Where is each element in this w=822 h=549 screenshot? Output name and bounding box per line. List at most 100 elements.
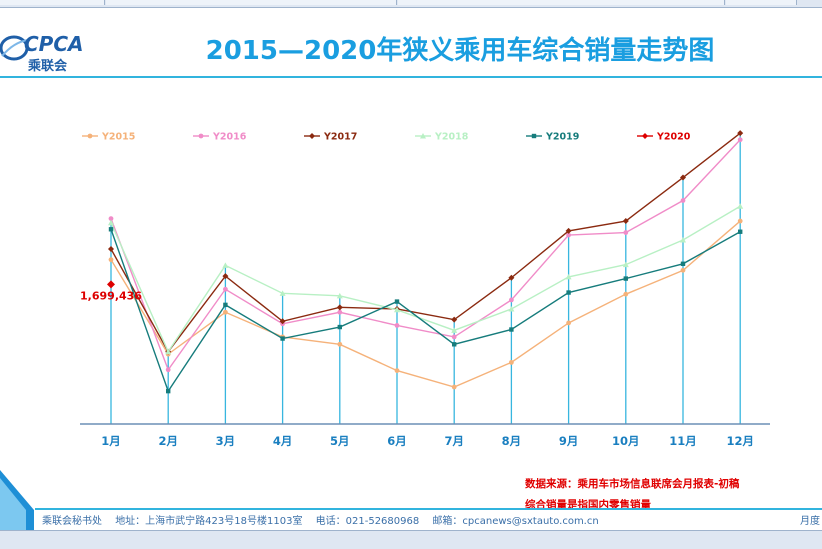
data-point [737, 203, 744, 209]
bottom-window-strip [0, 530, 822, 549]
data-point [309, 133, 315, 139]
series-y2016 [108, 137, 743, 373]
x-tick-label: 1月 [101, 434, 121, 448]
series-y2019 [108, 227, 743, 394]
x-tick-label: 3月 [216, 434, 236, 448]
legend-item: Y2020 [637, 132, 691, 143]
data-label: 1,699,436 [80, 289, 142, 302]
legend-label: Y2017 [323, 132, 357, 143]
legend-label: Y2016 [212, 132, 247, 143]
data-point [623, 291, 629, 297]
series-line [110, 220, 741, 388]
data-point [623, 230, 629, 235]
x-tick-label: 5月 [330, 434, 350, 448]
x-tick-label: 9月 [559, 434, 579, 448]
legend-item: Y2016 [193, 132, 247, 143]
x-tick-label: 10月 [612, 434, 640, 448]
data-point [198, 133, 204, 139]
footer-divider [35, 508, 822, 510]
data-point [108, 245, 114, 252]
x-axis: 1月 2月 3月 4月 5月 6月 7月 8月 9月 10月 11月 12月 [80, 423, 770, 448]
data-point [680, 198, 686, 203]
series-y2018 [108, 203, 744, 355]
series-line [110, 205, 741, 354]
legend-item: Y2018 [415, 132, 469, 143]
month-drop-lines [110, 133, 741, 424]
top-window-strip [0, 0, 822, 8]
data-point [737, 137, 743, 143]
data-point [279, 318, 286, 325]
data-point [566, 290, 571, 295]
data-point [108, 219, 114, 226]
data-point [337, 309, 343, 315]
data-point [680, 236, 686, 243]
x-tick-label: 11月 [669, 434, 697, 448]
data-point [279, 290, 286, 296]
data-point [280, 336, 285, 341]
footer-org: 乘联会秘书处 [42, 516, 102, 527]
x-tick-label: 7月 [444, 434, 464, 448]
data-point [566, 320, 571, 326]
data-point [566, 232, 571, 238]
data-point [222, 273, 229, 280]
x-tick-label: 2月 [158, 434, 178, 448]
legend-item: Y2015 [82, 132, 135, 143]
data-point [680, 261, 686, 266]
data-point [394, 306, 400, 313]
series-y2017 [108, 130, 744, 355]
data-point [223, 309, 228, 315]
logo-swoosh-icon [0, 35, 29, 61]
data-point [108, 216, 114, 221]
data-point [108, 257, 114, 263]
data-point [87, 133, 93, 139]
data-point [452, 342, 457, 347]
data-point [565, 273, 572, 280]
top-tab [106, 0, 397, 5]
data-point [622, 261, 629, 268]
data-point [737, 218, 743, 224]
series-line [110, 229, 741, 393]
x-tick-label: 6月 [387, 434, 407, 448]
data-point [336, 292, 343, 299]
data-point [337, 324, 342, 330]
logo-text: CPCA [24, 32, 84, 56]
data-source-note: 数据来源：乘用车市场信息联席会月报表-初稿 [525, 478, 740, 490]
footer-email: 邮箱：cpcanews@sxtauto.com.cn [432, 516, 599, 527]
legend-label: Y2015 [101, 132, 135, 143]
data-point [222, 262, 229, 268]
footer-phone: 电话：021-52680968 [315, 516, 420, 527]
data-point [107, 280, 115, 289]
data-point [337, 341, 343, 347]
data-point [738, 229, 743, 234]
legend-label: Y2018 [434, 132, 469, 143]
data-point [394, 299, 400, 304]
chart-data-labels: 1,699,436 [80, 289, 142, 302]
data-point [451, 384, 457, 390]
legend-label: Y2019 [545, 132, 579, 143]
series-line [110, 132, 741, 353]
header-divider [0, 76, 822, 78]
logo-cn-text: 乘联会 [28, 59, 68, 74]
series-line [110, 139, 741, 372]
cpca-logo: CPCA 乘联会 [0, 28, 105, 74]
footer-info: 乘联会秘书处 地址：上海市武宁路423号18号楼1103室 电话：021-526… [42, 512, 609, 527]
legend-item: Y2017 [304, 132, 357, 143]
footer-right-text: 月度 [800, 516, 820, 527]
data-point [394, 368, 400, 373]
top-tab [398, 0, 725, 5]
chart-series [107, 130, 744, 394]
data-point [394, 323, 400, 328]
legend-item: Y2019 [526, 132, 579, 143]
data-point [223, 302, 228, 308]
data-point [565, 227, 572, 234]
data-point [509, 327, 514, 332]
footer-address: 地址：上海市武宁路423号18号楼1103室 [115, 516, 303, 527]
page-title: 2015—2020年狭义乘用车综合销量走势图 [205, 36, 715, 66]
data-point [166, 388, 171, 394]
data-point [680, 267, 686, 273]
data-point [623, 276, 628, 281]
corner-decoration [0, 470, 34, 530]
data-point [336, 304, 343, 311]
chart-legend: Y2015 Y2016 Y2017 Y2018 Y2019 Y2020 [82, 132, 691, 143]
